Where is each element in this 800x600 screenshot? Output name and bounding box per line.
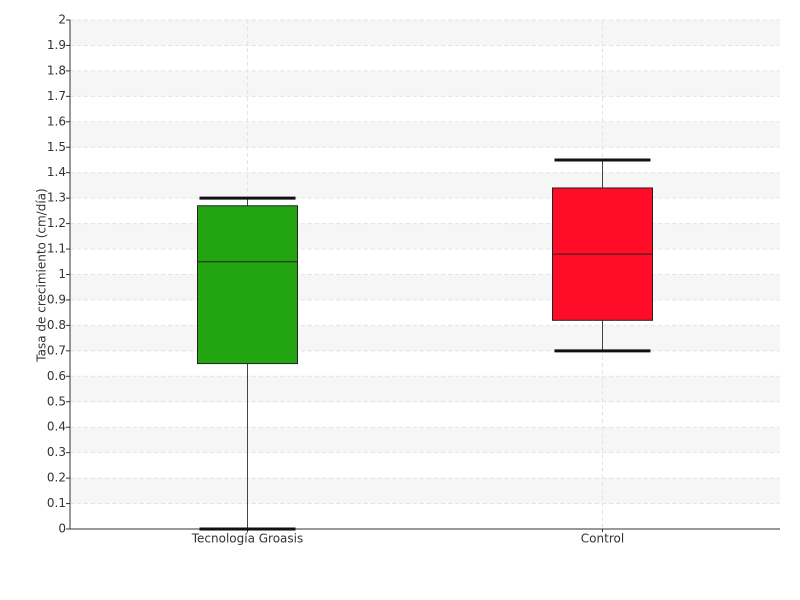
y-tick-label: 0.6 (47, 369, 66, 383)
y-axis-label: Tasa de crecimiento (cm/día) (35, 188, 49, 362)
grid-band (70, 121, 780, 148)
x-tick-label: Tecnología Groasis (191, 532, 304, 546)
y-tick-label: 0.1 (47, 496, 66, 510)
grid-band (70, 70, 780, 97)
y-tick-label: 0.2 (47, 471, 66, 485)
y-tick-label: 0 (58, 522, 66, 536)
x-tick-label: Control (581, 532, 624, 546)
y-tick-label: 1.7 (47, 89, 66, 103)
y-tick-label: 1.4 (47, 165, 66, 179)
y-tick-label: 1.9 (47, 38, 66, 52)
y-tick-label: 0.7 (47, 343, 66, 357)
box (197, 205, 298, 365)
y-tick-label: 1.2 (47, 216, 66, 230)
y-tick-label: 1.1 (47, 242, 66, 256)
grid-band (70, 274, 780, 300)
y-tick-label: 0.5 (47, 394, 66, 408)
y-tick-label: 0.9 (47, 292, 66, 306)
y-tick-label: 1 (58, 267, 66, 281)
grid-band (70, 325, 780, 351)
y-tick-label: 0.3 (47, 445, 66, 459)
grid-band (70, 427, 780, 453)
grid-band (70, 478, 780, 504)
y-tick-label: 2 (58, 13, 66, 27)
y-tick-label: 0.8 (47, 318, 66, 332)
y-tick-label: 0.4 (47, 420, 66, 434)
y-tick-label: 1.3 (47, 191, 66, 205)
grid-band (70, 223, 780, 250)
grid-band (70, 20, 780, 46)
y-tick-label: 1.5 (47, 140, 66, 154)
grid-band (70, 376, 780, 402)
y-tick-label: 1.8 (47, 63, 66, 77)
y-tick-label: 1.6 (47, 114, 66, 128)
grid-band (70, 172, 780, 199)
